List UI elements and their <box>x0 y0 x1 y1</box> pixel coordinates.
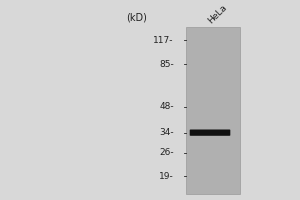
Bar <box>186 27 240 194</box>
Text: 34-: 34- <box>159 128 174 137</box>
Text: 19-: 19- <box>159 172 174 181</box>
Text: 117-: 117- <box>153 36 174 45</box>
FancyBboxPatch shape <box>190 129 230 136</box>
Text: 85-: 85- <box>159 60 174 69</box>
Text: 48-: 48- <box>159 102 174 111</box>
Text: (kD): (kD) <box>126 13 147 23</box>
Text: HeLa: HeLa <box>206 3 229 25</box>
Text: 26-: 26- <box>159 148 174 157</box>
